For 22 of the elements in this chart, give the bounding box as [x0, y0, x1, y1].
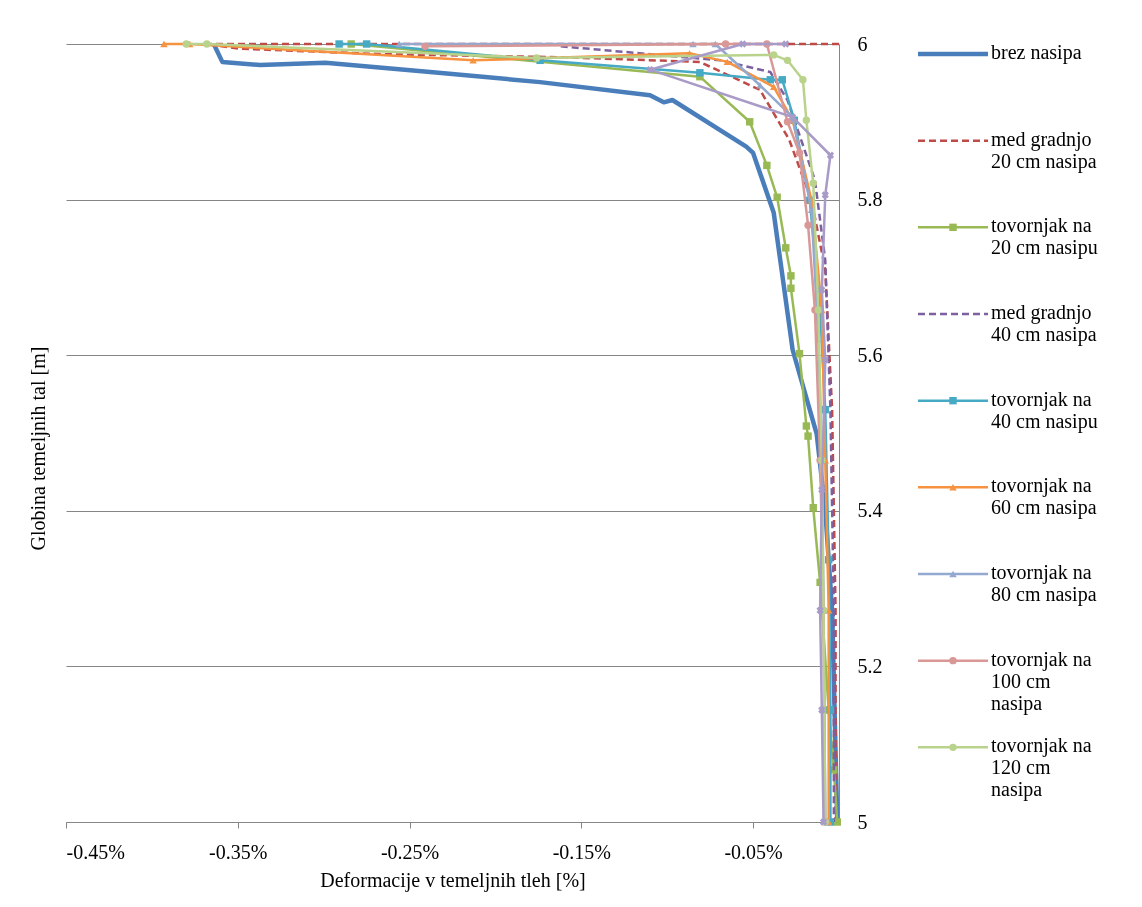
x-tick-label: -0.05% — [724, 840, 783, 863]
legend-label: tovornjak na 100 cm nasipa — [991, 647, 1092, 715]
y-tick-label: 5.4 — [857, 499, 883, 522]
legend-label: tovornjak na 20 cm nasipu — [991, 214, 1098, 260]
y-tick-label: 5.2 — [857, 654, 883, 677]
legend-label: med gradnjo 40 cm nasipa — [991, 301, 1097, 346]
x-tick-label: -0.15% — [552, 840, 611, 863]
x-tick-label: -0.25% — [380, 840, 440, 863]
legend-label: tovornjak na 80 cm nasipa — [991, 561, 1097, 606]
y-tick-label: 5 — [857, 810, 868, 833]
legend-label: med gradnjo 20 cm nasipa — [991, 127, 1097, 173]
y-tick-label: 5.6 — [857, 343, 883, 366]
x-tick-label: -0.35% — [209, 840, 268, 863]
legend-label: tovornjak na 120 cm nasipa — [991, 734, 1092, 802]
x-axis-title: Deformacije v temeljnih tleh [%] — [320, 868, 586, 892]
legend-label: tovornjak na 60 cm nasipa — [991, 474, 1097, 520]
y-axis-title: Globina temeljnih tal [m] — [27, 346, 50, 551]
legend-label: brez nasipa — [991, 41, 1082, 64]
y-tick-label: 6 — [857, 32, 868, 55]
x-tick-label: -0.45% — [66, 840, 125, 863]
y-tick-label: 5.8 — [857, 188, 883, 211]
legend-label: tovornjak na 40 cm nasipu — [991, 387, 1098, 433]
